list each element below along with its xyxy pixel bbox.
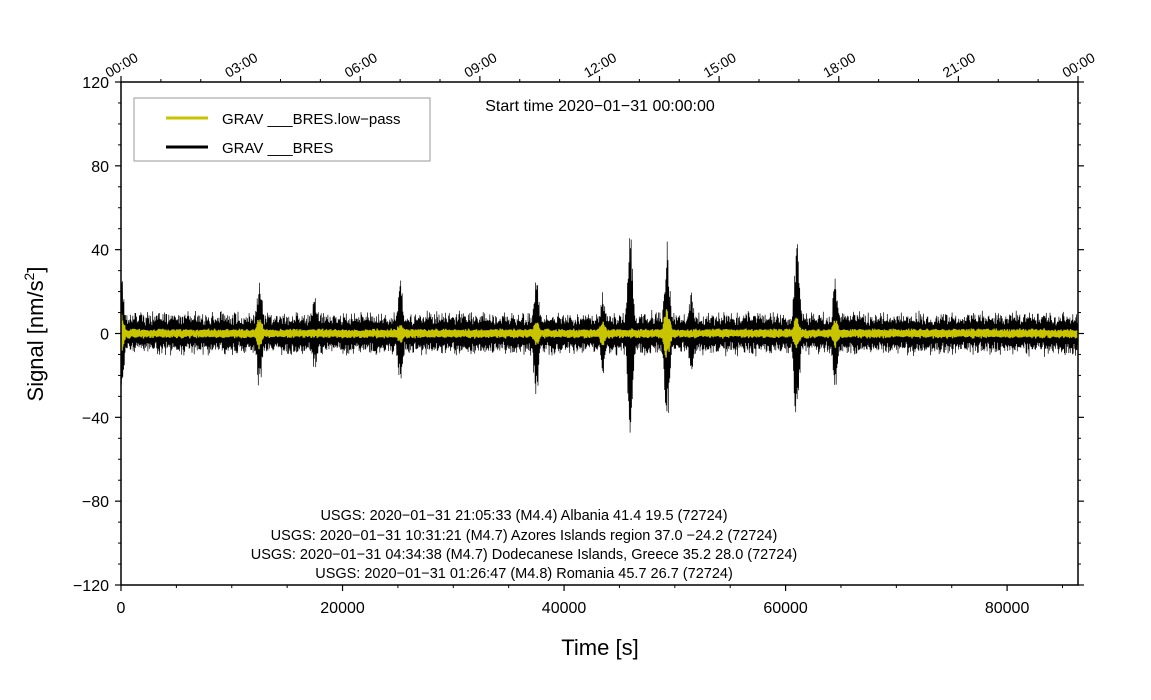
legend-label-lowpass: GRAV ___BRES.low−pass bbox=[222, 111, 401, 128]
y-axis-label: Signal [nm/s2] bbox=[21, 267, 48, 402]
top-tick-label: 03:00 bbox=[222, 49, 261, 80]
x-tick-label: 60000 bbox=[763, 600, 808, 617]
series-raw-line bbox=[120, 238, 1079, 433]
top-tick-label: 09:00 bbox=[461, 49, 500, 80]
annotation-romania: USGS: 2020−01−31 01:26:47 (M4.8) Romania… bbox=[315, 566, 733, 582]
x-axis-label: Time [s] bbox=[561, 635, 638, 660]
top-tick-label: 06:00 bbox=[342, 49, 381, 80]
top-tick-label: 21:00 bbox=[940, 49, 979, 80]
top-tick-label: 00:00 bbox=[1059, 49, 1098, 80]
y-tick-label: 80 bbox=[91, 159, 109, 176]
y-tick-label: 40 bbox=[91, 243, 109, 260]
x-tick-label: 40000 bbox=[542, 600, 587, 617]
top-tick-label: 18:00 bbox=[820, 49, 859, 80]
annotation-dodecanese: USGS: 2020−01−31 04:34:38 (M4.7) Dodecan… bbox=[251, 547, 798, 563]
legend: GRAV ___BRES.low−pass GRAV ___BRES bbox=[133, 97, 431, 162]
annotation-albania: USGS: 2020−01−31 21:05:33 (M4.4) Albania… bbox=[320, 508, 727, 524]
series-lowpass-line bbox=[120, 309, 1079, 358]
y-tick-label: −80 bbox=[82, 494, 109, 511]
y-axis-label-suffix: ] bbox=[23, 267, 48, 273]
legend-box bbox=[133, 97, 431, 162]
y-axis-label-superscript: 2 bbox=[21, 272, 37, 280]
legend-label-raw: GRAV ___BRES bbox=[222, 140, 333, 157]
x-tick-label: 20000 bbox=[320, 600, 365, 617]
y-tick-label: 120 bbox=[82, 75, 109, 92]
y-tick-label: −40 bbox=[82, 410, 109, 427]
y-tick-label: −120 bbox=[73, 578, 109, 595]
y-tick-label: 0 bbox=[100, 327, 109, 344]
annotation-azores: USGS: 2020−01−31 10:31:21 (M4.7) Azores … bbox=[271, 528, 778, 544]
top-tick-label: 15:00 bbox=[700, 49, 739, 80]
series-layer bbox=[120, 238, 1079, 433]
y-axis-label-main: Signal [nm/s bbox=[23, 280, 48, 401]
event-annotations: USGS: 2020−01−31 21:05:33 (M4.4) Albania… bbox=[251, 508, 798, 582]
top-tick-label: 00:00 bbox=[102, 49, 141, 80]
x-tick-label: 80000 bbox=[985, 600, 1030, 617]
top-tick-label: 12:00 bbox=[581, 49, 620, 80]
x-tick-label: 0 bbox=[117, 600, 126, 617]
start-time-label: Start time 2020−01−31 00:00:00 bbox=[485, 98, 715, 115]
